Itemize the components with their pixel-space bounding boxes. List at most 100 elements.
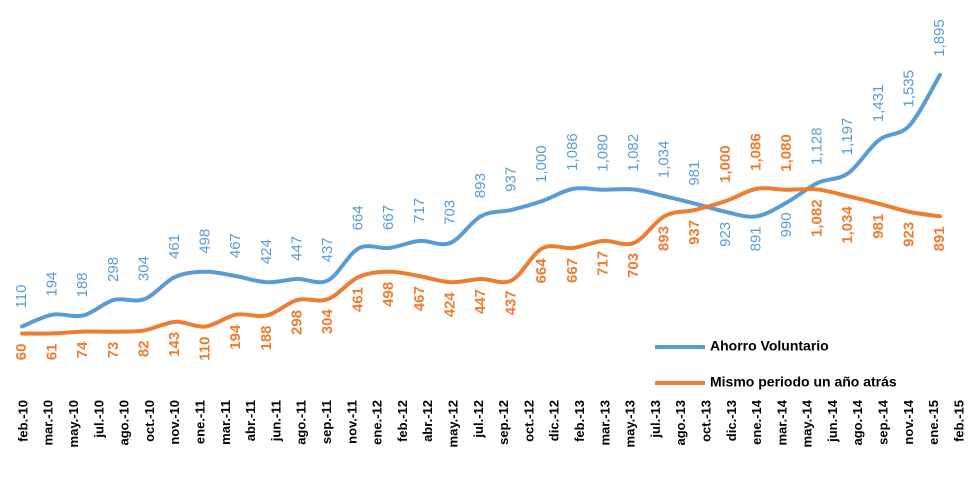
x-tick-label: ago.-11 — [294, 400, 309, 445]
x-tick-label: ene.-12 — [370, 400, 385, 445]
x-tick-label: may.-10 — [66, 400, 81, 447]
data-label: 1,431 — [870, 85, 887, 123]
data-label: 1,034 — [839, 206, 856, 244]
data-label: 1,000 — [533, 145, 550, 183]
data-label: 461 — [350, 287, 367, 312]
x-tick-label: oct.-13 — [698, 400, 713, 442]
x-tick-label: may.-12 — [445, 400, 460, 447]
data-label: 1,086 — [747, 133, 764, 171]
x-tick-label: jul.-12 — [471, 400, 486, 439]
data-label: 61 — [44, 343, 61, 360]
x-tick-label: ene.-11 — [193, 400, 208, 444]
data-label: 1,080 — [594, 134, 611, 172]
data-label: 447 — [288, 236, 305, 261]
x-tick-label: jul.-10 — [91, 400, 106, 439]
x-tick-label: oct.-12 — [521, 400, 536, 442]
x-tick-label: oct.-10 — [142, 400, 157, 442]
x-tick-label: ago.-10 — [117, 400, 132, 446]
x-tick-label: mar.-13 — [597, 400, 612, 446]
data-label: 74 — [74, 341, 91, 358]
data-label: 893 — [656, 226, 673, 251]
data-label: 667 — [380, 205, 397, 230]
data-label: 1,082 — [625, 134, 642, 172]
data-label: 298 — [288, 310, 305, 335]
x-tick-label: feb.-13 — [572, 400, 587, 442]
data-label: 188 — [74, 272, 91, 297]
legend-label: Mismo periodo un año atrás — [710, 374, 897, 390]
data-label: 1,086 — [564, 133, 581, 171]
data-label: 424 — [258, 239, 275, 264]
data-label: 437 — [503, 290, 520, 315]
data-label: 467 — [227, 233, 244, 258]
data-label: 717 — [411, 198, 428, 223]
x-tick-label: ene.-14 — [749, 399, 764, 445]
data-label: 1,080 — [778, 134, 795, 172]
data-label: 461 — [166, 234, 183, 259]
x-tick-label: feb.-10 — [15, 400, 30, 442]
data-label: 1,128 — [809, 127, 826, 165]
data-label: 667 — [564, 258, 581, 283]
data-label: 703 — [625, 253, 642, 278]
data-label: 1,197 — [839, 118, 856, 156]
data-label: 60 — [13, 344, 30, 361]
data-label: 664 — [350, 205, 367, 230]
x-tick-label: feb.-12 — [395, 400, 410, 442]
data-label: 981 — [870, 214, 887, 239]
data-label: 664 — [533, 258, 550, 284]
data-label: 891 — [747, 226, 764, 251]
x-tick-label: jun.-14 — [825, 399, 840, 443]
data-label: 893 — [472, 173, 489, 198]
x-tick-label: mar.-14 — [774, 399, 789, 445]
data-label: 82 — [135, 340, 152, 357]
x-tick-label: ago.-13 — [673, 400, 688, 446]
data-label: 498 — [380, 282, 397, 307]
data-label: 304 — [319, 308, 336, 334]
data-label: 143 — [166, 332, 183, 357]
data-label: 891 — [931, 226, 948, 251]
legend-label: Ahorro Voluntario — [710, 338, 829, 354]
data-label: 73 — [105, 342, 122, 359]
data-label: 110 — [13, 285, 30, 309]
data-label: 304 — [135, 256, 152, 281]
x-tick-label: feb.-15 — [951, 400, 966, 442]
data-label: 1,535 — [900, 70, 917, 108]
data-label: 937 — [503, 167, 520, 192]
data-label: 194 — [227, 324, 244, 350]
data-label: 498 — [197, 229, 214, 254]
data-label: 437 — [319, 237, 336, 262]
x-tick-label: nov.-11 — [344, 400, 359, 444]
x-tick-label: ago.-14 — [850, 399, 865, 445]
data-label: 1,082 — [809, 199, 826, 237]
x-tick-label: sep.-14 — [876, 399, 891, 445]
x-tick-label: jul.-13 — [648, 400, 663, 439]
x-tick-label: abr.-12 — [420, 400, 435, 442]
data-label: 923 — [717, 222, 734, 247]
data-label: 424 — [441, 292, 458, 318]
x-tick-label: dic.-12 — [547, 400, 562, 441]
x-tick-label: may.-14 — [800, 399, 815, 447]
data-label: 990 — [778, 212, 795, 237]
data-label: 1,034 — [656, 141, 673, 179]
data-label: 110 — [197, 336, 214, 360]
series-line — [20, 186, 942, 336]
data-label: 447 — [472, 289, 489, 314]
data-label: 467 — [411, 286, 428, 311]
data-label: 981 — [686, 161, 703, 186]
x-tick-label: mar.-10 — [41, 400, 56, 446]
data-label: 717 — [594, 251, 611, 276]
data-label: 923 — [900, 222, 917, 247]
x-tick-label: sep.-12 — [496, 400, 511, 445]
x-tick-label: may.-13 — [623, 400, 638, 447]
x-tick-label: sep.-11 — [319, 400, 334, 444]
data-label: 188 — [258, 325, 275, 350]
data-label: 1,000 — [717, 145, 734, 183]
x-tick-label: jun.-11 — [268, 400, 283, 442]
x-tick-label: ene.-15 — [926, 400, 941, 445]
data-label: 194 — [44, 272, 61, 297]
x-tick-label: nov.-10 — [167, 400, 182, 445]
data-label: 937 — [686, 220, 703, 245]
data-label: 703 — [441, 200, 458, 225]
data-label: 298 — [105, 257, 122, 282]
x-tick-label: mar.-11 — [218, 400, 233, 445]
